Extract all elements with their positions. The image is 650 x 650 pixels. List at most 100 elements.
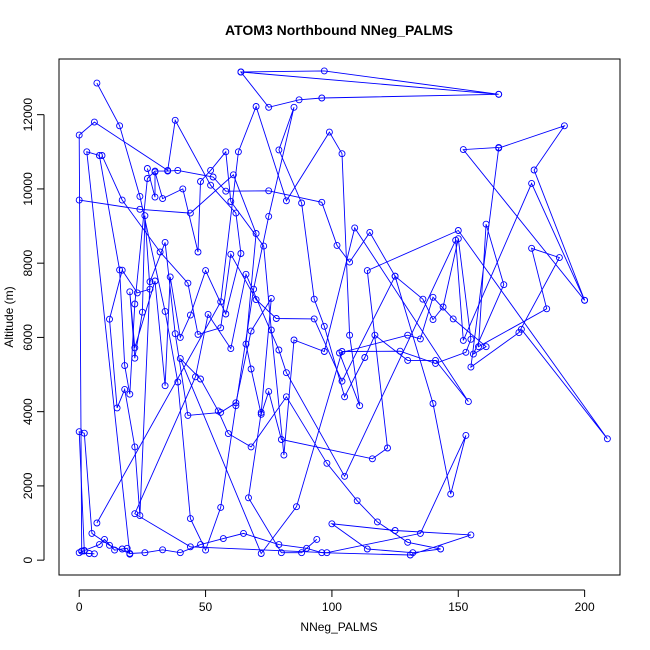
data-point — [83, 148, 91, 156]
data-point — [323, 549, 331, 557]
data-point — [338, 150, 346, 158]
data-point — [257, 550, 265, 557]
data-point — [404, 538, 412, 546]
data-point — [528, 179, 536, 187]
y-tick-label: 4000 — [21, 398, 35, 425]
y-tick-label: 6000 — [21, 324, 35, 351]
data-point — [323, 459, 331, 467]
data-point — [204, 310, 212, 318]
data-point — [232, 402, 240, 410]
data-point — [141, 549, 149, 557]
data-point — [247, 365, 255, 373]
data-point — [384, 444, 391, 452]
data-point — [272, 315, 280, 322]
data-point — [282, 197, 290, 205]
data-point — [242, 340, 250, 348]
data-point — [341, 393, 349, 401]
data-point — [229, 171, 237, 179]
data-point — [227, 345, 235, 353]
data-point — [95, 541, 103, 549]
data-point — [447, 490, 455, 498]
data-point — [151, 168, 159, 176]
data-point — [404, 356, 412, 364]
data-point — [333, 241, 341, 249]
data-point — [237, 68, 245, 76]
data-point — [138, 308, 146, 316]
data-point — [164, 166, 172, 174]
data-point — [93, 519, 101, 527]
data-point — [192, 373, 199, 381]
data-point — [118, 196, 126, 204]
data-point — [495, 143, 503, 151]
data-point — [419, 295, 427, 303]
data-point — [282, 369, 290, 377]
data-point — [113, 404, 121, 412]
data-point — [202, 267, 210, 275]
series-layer — [75, 67, 611, 559]
data-point — [131, 510, 139, 518]
data-point — [257, 410, 265, 418]
data-point — [222, 148, 230, 156]
data-point — [265, 212, 273, 220]
data-point — [265, 187, 273, 195]
data-point — [293, 503, 300, 511]
data-point — [227, 198, 235, 205]
data-point — [186, 311, 194, 319]
data-point — [151, 193, 159, 201]
data-point — [219, 535, 227, 543]
data-point — [482, 343, 490, 351]
data-point — [161, 307, 169, 315]
data-point — [265, 103, 273, 111]
data-point — [555, 254, 563, 262]
data-point — [467, 363, 475, 371]
data-point — [171, 330, 179, 338]
data-point — [275, 346, 283, 354]
data-point — [75, 131, 83, 139]
series-line — [101, 155, 586, 554]
data-point — [75, 196, 83, 204]
data-point — [530, 166, 538, 174]
data-point — [161, 382, 169, 390]
data-point — [146, 278, 154, 286]
data-point — [174, 166, 182, 174]
data-point — [318, 94, 326, 102]
data-point — [131, 443, 139, 451]
data-point — [136, 205, 144, 213]
data-point — [88, 529, 96, 537]
data-point — [391, 527, 399, 534]
data-point — [260, 242, 268, 250]
data-point — [328, 520, 336, 528]
data-point — [78, 547, 86, 555]
data-point — [106, 315, 113, 323]
data-point — [475, 343, 482, 351]
data-point — [85, 550, 93, 557]
data-point — [295, 96, 303, 104]
x-tick-label: 150 — [448, 600, 468, 614]
data-point — [356, 402, 364, 410]
data-point — [159, 546, 167, 554]
data-point — [467, 335, 475, 343]
data-point — [560, 122, 568, 130]
x-axis: 0 50 100 150 200 — [76, 589, 595, 614]
data-point — [275, 146, 283, 154]
data-point — [338, 377, 346, 385]
data-point — [313, 535, 321, 543]
data-point — [126, 288, 134, 296]
data-point — [106, 541, 113, 549]
y-tick-label: 10000 — [21, 172, 35, 206]
data-point — [429, 316, 437, 324]
series-4 — [93, 79, 472, 554]
data-point — [194, 330, 202, 338]
data-point — [581, 296, 589, 304]
data-point — [121, 385, 129, 393]
data-point — [247, 327, 255, 335]
data-point — [416, 335, 424, 343]
data-point — [469, 350, 477, 358]
data-point — [217, 503, 225, 511]
data-point — [439, 303, 447, 311]
series-2 — [75, 116, 321, 557]
data-point — [176, 549, 184, 557]
data-point — [131, 354, 139, 362]
y-tick-label: 12000 — [21, 98, 35, 132]
